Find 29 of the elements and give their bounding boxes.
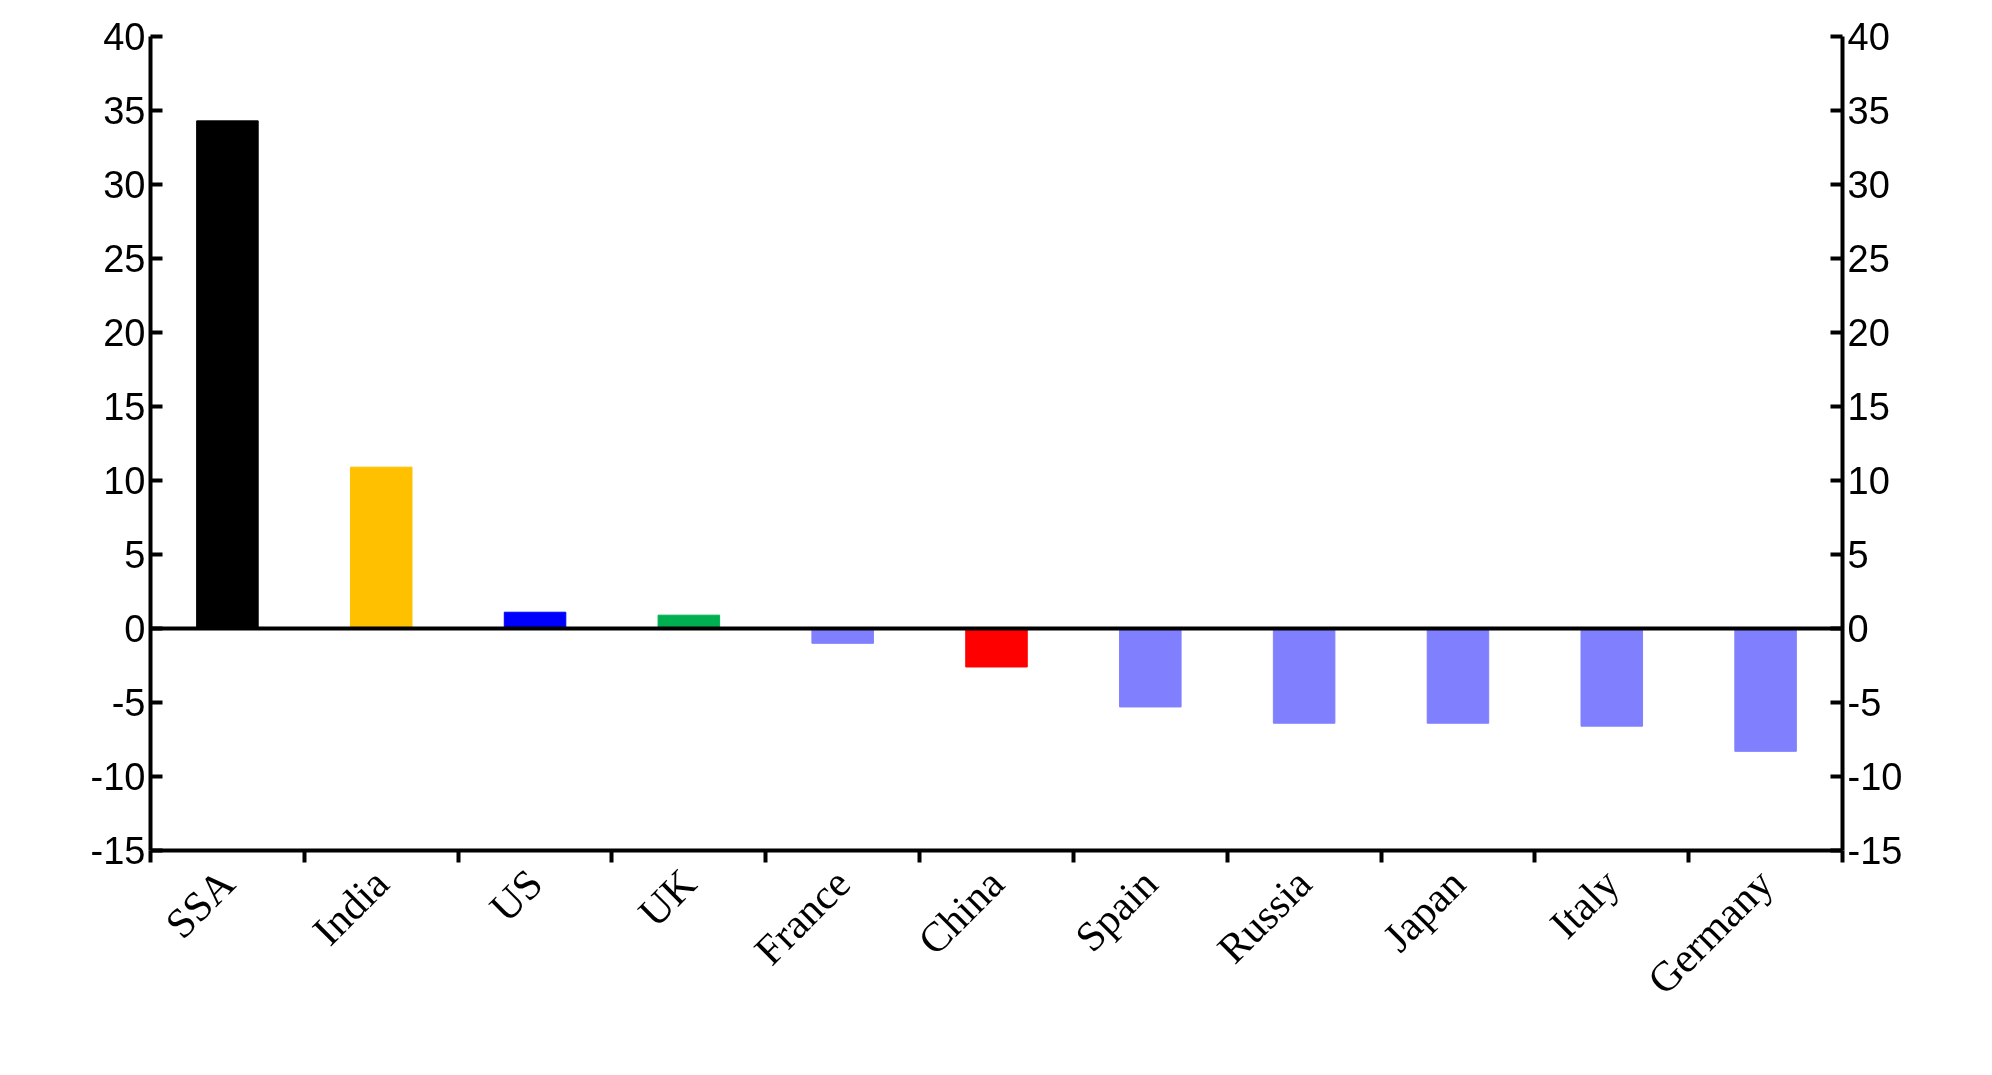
y-tick-label: 30 [103,164,146,206]
y2-tick-label: 25 [1847,238,1890,280]
y-tick-label: 40 [103,16,146,58]
y2-tick-label: 20 [1847,312,1890,354]
y-tick-label: 35 [103,90,146,132]
y-tick-label: 25 [103,238,146,280]
y-tick-label: 20 [103,312,146,354]
x-tick-label: UK [629,860,706,936]
x-tick-label: US [480,860,552,931]
x-tick-label: SSA [156,859,245,948]
y2-tick-label: -10 [1847,756,1903,798]
y2-tick-label: 40 [1847,16,1890,58]
y2-tick-label: 5 [1847,534,1869,576]
y-tick-label: 5 [124,534,146,576]
y2-tick-label: -15 [1847,830,1903,872]
y2-tick-label: -5 [1847,682,1882,724]
y2-tick-label: 30 [1847,164,1890,206]
y2-tick-label: 35 [1847,90,1890,132]
y-tick-label: 0 [124,608,146,650]
y2-tick-label: 10 [1847,460,1890,502]
y-tick-label: -10 [90,756,146,798]
y-tick-label: -5 [111,682,146,724]
y-tick-label: -15 [90,830,146,872]
y-tick-label: 15 [103,386,146,428]
x-tick-label: India [303,859,398,954]
y2-tick-label: 0 [1847,608,1869,650]
y-tick-label: 10 [103,460,146,502]
x-tick-label: Italy [1541,860,1629,948]
y2-tick-label: 15 [1847,386,1890,428]
